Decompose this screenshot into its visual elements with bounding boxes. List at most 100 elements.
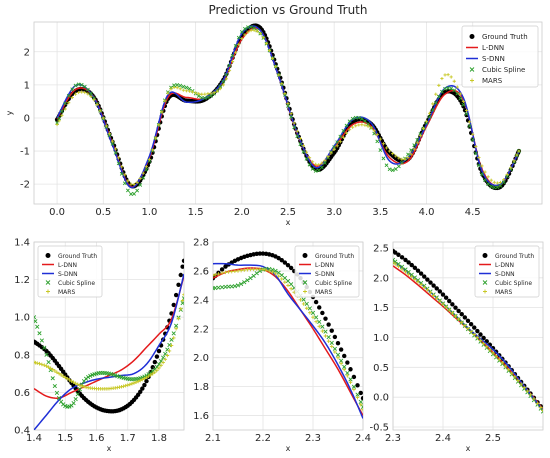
mars-point <box>486 175 490 179</box>
mars-point <box>42 363 47 367</box>
mars-point <box>342 367 347 372</box>
cubic-spline-point <box>79 82 84 87</box>
mars-point <box>154 136 158 140</box>
mars-point <box>138 378 143 383</box>
cubic-spline-point <box>206 95 210 100</box>
cubic-spline-point <box>351 384 357 389</box>
mars-point <box>80 90 84 94</box>
x-tick-label: 1.5 <box>57 433 73 444</box>
mars-point <box>270 270 275 274</box>
cubic-spline-point <box>304 301 309 307</box>
mars-point <box>446 73 450 77</box>
legend: Ground Truth L-DNN S-DNN Cubic Spline MARS <box>294 245 360 298</box>
mars-point <box>171 336 176 340</box>
mars-point <box>113 147 118 151</box>
cubic-spline-point <box>174 323 179 328</box>
mars-point <box>226 270 231 274</box>
legend-l-dnn-label: L-DNN <box>495 262 514 269</box>
cubic-spline-point <box>184 85 189 90</box>
cubic-spline-point <box>406 152 410 157</box>
x-tick-label: 2.2 <box>255 433 271 444</box>
plot-area <box>213 251 363 419</box>
legend-s-dnn-label: S-DNN <box>315 271 335 278</box>
mars-point <box>128 382 132 387</box>
cubic-spline-point <box>332 145 337 150</box>
mars-point <box>351 125 355 129</box>
legend-l-dnn-label: L-DNN <box>482 44 504 52</box>
ground-truth-point <box>462 315 468 320</box>
mars-point <box>478 338 483 343</box>
cubic-spline-point <box>489 184 494 189</box>
ground-truth-point <box>450 302 455 307</box>
cubic-spline-point <box>436 94 441 99</box>
legend-box <box>474 245 540 298</box>
cubic-spline-point <box>412 143 417 148</box>
cubic-spline-point <box>433 101 438 105</box>
mars-point <box>160 110 164 114</box>
mars-point <box>461 99 466 104</box>
cubic-spline-point <box>147 159 152 163</box>
ground-truth-point <box>443 295 449 300</box>
mars-point <box>397 156 401 160</box>
y-tick-label: 0.5 <box>373 363 389 374</box>
ground-truth-point <box>138 389 143 395</box>
mars-point <box>71 380 76 385</box>
cubic-spline-point <box>358 399 363 404</box>
legend-ground-truth-marker <box>302 253 308 258</box>
cubic-spline-point <box>339 358 344 363</box>
mars-point <box>495 181 499 185</box>
mars-point <box>360 123 364 127</box>
cubic-spline-point <box>467 124 472 128</box>
cubic-spline-point <box>35 324 40 329</box>
mars-point <box>82 384 86 389</box>
cubic-spline-point <box>178 83 183 88</box>
mars-point <box>234 50 238 54</box>
mars-point <box>213 273 215 278</box>
mars-point <box>538 405 543 410</box>
cubic-spline-point <box>92 96 96 101</box>
cubic-spline-point <box>486 182 491 187</box>
cubic-spline-point <box>181 84 186 89</box>
mars-point <box>406 156 410 160</box>
ground-truth-point <box>156 348 162 354</box>
cubic-spline-point <box>254 271 259 276</box>
cubic-spline-point <box>219 285 225 290</box>
cubic-spline-point <box>495 185 500 190</box>
mars-point <box>440 76 444 81</box>
ground-truth-point <box>472 325 477 330</box>
mars-point <box>348 380 353 385</box>
mars-point <box>159 363 163 368</box>
mars-point <box>366 124 370 128</box>
x-tick-label: 1.4 <box>26 433 42 444</box>
mars-point <box>301 302 306 306</box>
mars-point <box>258 267 262 271</box>
mars-point <box>428 290 433 295</box>
zoom-plot-right: 2.3 2.4 2.5 -0.5 0.0 0.5 1.0 1.5 2.0 2.5 x Ground T… <box>369 241 544 453</box>
mars-point <box>169 87 173 91</box>
mars-point <box>532 397 536 401</box>
mars-point <box>63 107 67 111</box>
ground-truth-point <box>173 292 179 298</box>
cubic-spline-point <box>347 119 352 124</box>
x-tick-label: 2.3 <box>385 433 401 444</box>
cubic-spline-point <box>313 168 318 173</box>
ground-truth-point <box>412 265 418 271</box>
cubic-spline-point <box>257 268 262 274</box>
ground-truth-point <box>338 347 344 352</box>
cubic-spline-point <box>480 172 484 177</box>
mars-point <box>492 180 496 184</box>
cubic-spline-point <box>375 139 380 144</box>
y-tick-label: 2.0 <box>373 273 389 284</box>
mars-point <box>129 182 133 186</box>
y-tick-label: -0.5 <box>369 423 389 434</box>
cubic-spline-point <box>289 115 293 119</box>
mars-point <box>502 178 506 182</box>
mars-point <box>174 326 178 331</box>
mars-point <box>505 172 509 177</box>
mars-point <box>181 88 185 92</box>
ground-truth-point <box>219 267 225 272</box>
mars-point <box>157 366 161 370</box>
cubic-spline-point <box>37 331 42 336</box>
ground-truth-point <box>285 262 291 268</box>
ground-truth-point <box>355 383 360 388</box>
